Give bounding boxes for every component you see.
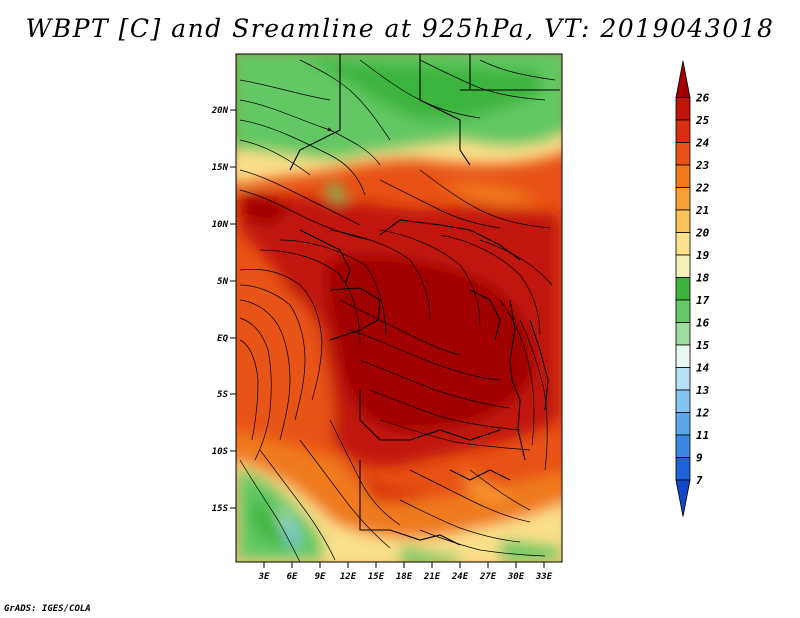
colorbar-swatch bbox=[675, 389, 691, 413]
colorbar-swatch bbox=[675, 209, 691, 233]
colorbar-min-arrow bbox=[675, 479, 691, 517]
colorbar-swatch bbox=[675, 322, 691, 346]
colorbar-swatch bbox=[675, 367, 691, 391]
colorbar-swatch bbox=[675, 457, 691, 481]
lat-label: 10N bbox=[212, 220, 229, 230]
colorbar-label: 17 bbox=[696, 294, 710, 307]
map-frame bbox=[235, 53, 563, 563]
lon-label: 30E bbox=[507, 572, 525, 582]
lon-label: 9E bbox=[315, 572, 326, 582]
lon-label: 18E bbox=[396, 572, 413, 582]
colorbar-label: 22 bbox=[695, 182, 710, 195]
colorbar-label: 11 bbox=[696, 429, 709, 442]
lon-label: 3E bbox=[258, 572, 270, 582]
colorbar-swatch bbox=[675, 254, 691, 278]
colorbar-swatch bbox=[675, 344, 691, 368]
colorbar-swatch bbox=[675, 164, 691, 188]
colorbar-label: 14 bbox=[696, 362, 710, 375]
streamlines bbox=[239, 59, 556, 562]
colorbar-label: 23 bbox=[695, 159, 710, 172]
lon-label: 21E bbox=[423, 572, 441, 582]
colorbar-max-arrow bbox=[675, 60, 691, 98]
colorbar-swatch bbox=[675, 434, 691, 458]
colorbar-label: 13 bbox=[696, 384, 710, 397]
lat-label: 15N bbox=[212, 163, 229, 173]
lon-label: 15E bbox=[368, 572, 385, 582]
colorbar-swatch bbox=[675, 277, 691, 301]
lon-label: 24E bbox=[451, 572, 469, 582]
chart-title: WBPT [C] and Sreamline at 925hPa, VT: 20… bbox=[25, 14, 775, 43]
colorbar-label: 26 bbox=[695, 92, 710, 105]
lat-label: 15S bbox=[212, 504, 229, 514]
lat-axis: 20N 15N 10N 5N EQ 5S 10S 15S bbox=[211, 106, 236, 514]
colorbar-legend: 26 25 24 23 22 21 20 19 18 17 16 15 14 13 12 11 9 7 bbox=[675, 60, 710, 517]
colorbar-label: 25 bbox=[695, 114, 710, 127]
lon-label: 27E bbox=[479, 572, 497, 582]
colorbar-swatch bbox=[675, 412, 691, 436]
lat-label: 20N bbox=[211, 106, 229, 116]
lat-label: 5S bbox=[217, 390, 228, 400]
colorbar-label: 20 bbox=[695, 227, 710, 240]
colorbar-label: 24 bbox=[695, 137, 710, 150]
wbpt-field bbox=[236, 54, 562, 562]
lon-axis: 3E 6E 9E 12E 15E 18E 21E 24E 27E 30E 33E bbox=[258, 562, 553, 582]
colorbar-label: 18 bbox=[696, 272, 710, 285]
colorbar-swatch bbox=[675, 142, 691, 166]
colorbar-swatch bbox=[675, 119, 691, 143]
colorbar-label: 15 bbox=[696, 339, 710, 352]
lat-label: 10S bbox=[212, 447, 229, 457]
colorbar-swatch bbox=[675, 97, 691, 121]
colorbar-label: 12 bbox=[696, 407, 710, 420]
colorbar-label: 7 bbox=[696, 474, 703, 487]
country-borders bbox=[289, 54, 560, 546]
colorbar-swatch bbox=[675, 187, 691, 211]
colorbar-swatch bbox=[675, 299, 691, 323]
colorbar-swatch bbox=[675, 232, 691, 256]
lon-label: 6E bbox=[287, 572, 298, 582]
colorbar-label: 19 bbox=[696, 249, 710, 262]
lat-label: 5N bbox=[217, 277, 228, 287]
colorbar-label: 21 bbox=[695, 204, 709, 217]
colorbar-label: 16 bbox=[696, 317, 710, 330]
grads-credit: GrADS: IGES/COLA bbox=[4, 604, 91, 614]
lon-label: 12E bbox=[340, 572, 357, 582]
colorbar-label: 9 bbox=[696, 452, 703, 465]
lat-label: EQ bbox=[217, 334, 228, 344]
lon-label: 33E bbox=[535, 572, 553, 582]
